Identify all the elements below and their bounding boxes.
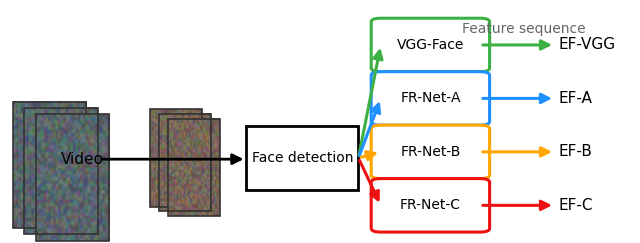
Text: FR-Net-C: FR-Net-C	[400, 198, 461, 212]
FancyBboxPatch shape	[371, 125, 490, 179]
Text: Video: Video	[61, 152, 104, 167]
FancyBboxPatch shape	[246, 126, 358, 190]
FancyBboxPatch shape	[371, 72, 490, 125]
Text: FR-Net-A: FR-Net-A	[400, 91, 461, 105]
FancyBboxPatch shape	[371, 18, 490, 72]
Text: EF-VGG: EF-VGG	[558, 37, 615, 52]
Text: EF-C: EF-C	[558, 198, 593, 213]
Text: VGG-Face: VGG-Face	[397, 38, 464, 52]
Text: EF-B: EF-B	[558, 144, 592, 159]
Text: Face detection: Face detection	[252, 151, 353, 165]
Text: EF-A: EF-A	[558, 91, 592, 106]
Text: Feature sequence: Feature sequence	[462, 22, 586, 36]
FancyBboxPatch shape	[371, 179, 490, 232]
Text: FR-Net-B: FR-Net-B	[400, 145, 461, 159]
